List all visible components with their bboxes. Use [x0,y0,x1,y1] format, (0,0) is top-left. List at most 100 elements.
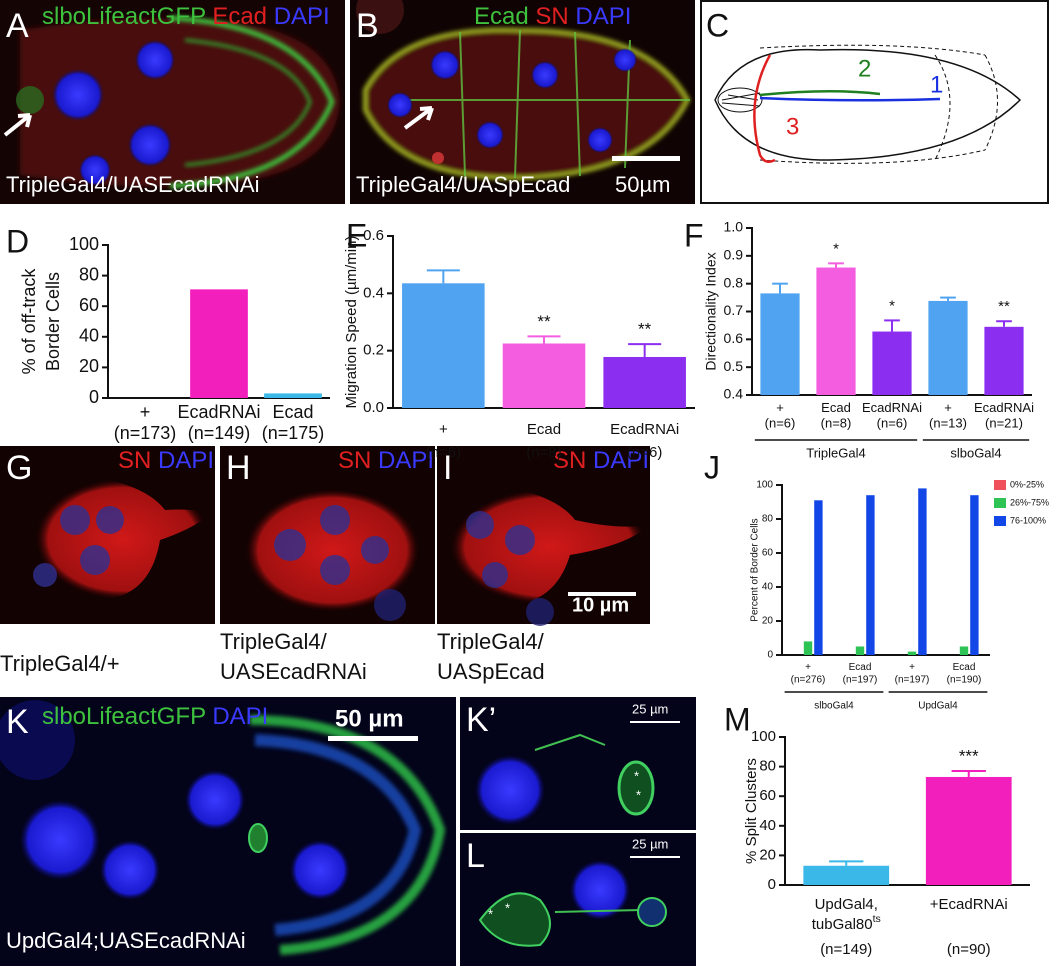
significance: ** [998,298,1010,315]
x-tick-label: Ecad [527,421,561,438]
y-tick-label: 100 [69,234,99,254]
y-tick-label: 60 [762,548,774,559]
y-tick-label: 0.0 [363,399,384,416]
stain: DAPI [575,3,631,30]
category: Ecad [272,402,313,422]
n-label: (n=6) [627,444,662,461]
panel-letter: C [706,7,729,43]
genotype: TripleGal4/ [437,629,545,654]
stain: slboLifeactGFP [42,703,206,730]
category: +EcadRNAi [930,896,1008,913]
x-tick-label: EcadRNAi [974,400,1034,415]
scale-label: 50 µm [335,705,404,732]
stain-label: SN DAPI [338,447,434,474]
x-tick-label: Ecad [849,662,872,673]
category: UpdGal4, [815,896,878,913]
stain-label: SN DAPI [553,447,649,474]
y-tick-label: 0 [89,387,99,407]
category: tubGal80 [812,916,873,933]
n-label: (n=149) [820,941,872,958]
bar [402,283,485,408]
n-label: (n=175) [262,423,325,443]
y-tick-label: 40 [762,582,774,593]
y-tick-label: 0 [768,876,776,893]
category: + [140,402,151,422]
y-tick-label: 0.6 [724,330,744,346]
stain: Ecad [212,3,267,30]
group-label: TripleGal4 [806,445,865,460]
marker: * [488,906,493,921]
significance: * [889,297,895,314]
category: EcadRNAi [862,400,922,415]
category: + [776,400,784,415]
scale-label: 10 µm [572,594,629,616]
scale-label: 25 µm [632,701,668,716]
marker: * [505,900,510,915]
bar [907,651,917,655]
y-tick-label: 80 [79,264,99,284]
n-label: (n=197) [843,675,878,686]
x-tick-label: + [909,662,915,673]
genotype: UASEcadRNAi [220,659,367,684]
category: Ecad [849,662,872,673]
legend-swatch [994,498,1006,508]
y-axis-label: Directionality Index [703,252,719,370]
legend-label: 76-100% [1010,515,1046,525]
panel-letter: J [704,449,720,485]
y-tick-label: 0.4 [363,284,384,301]
track-label: 3 [786,113,799,140]
panel-letter: F [684,217,704,253]
genotype: TripleGal4/UASEcadRNAi [6,172,260,197]
y-tick-label: 80 [762,514,774,525]
bar [918,488,927,655]
x-tick-label: Ecad [272,402,313,422]
significance: *** [959,747,979,766]
bar [970,495,979,655]
y-tick-label: 20 [762,616,774,627]
genotype: UpdGal4;UASEcadRNAi [6,928,246,953]
x-tick-label: + [439,421,448,438]
category: EcadRNAi [974,400,1034,415]
bar [190,289,248,398]
superscript: ts [873,913,881,925]
bar [264,393,322,398]
x-tick-label: UpdGal4, [815,896,878,913]
image-k [0,697,456,966]
y-tick-label: 0.5 [724,358,744,374]
bar [984,326,1024,395]
n-label: (n=90) [947,941,991,958]
y-tick-label: 60 [759,787,776,804]
bar [866,495,875,655]
stain: DAPI [158,447,214,474]
y-axis-label: Migration Speed (µm/min) [343,236,360,409]
category: Ecad [953,662,976,673]
legend-label: 0%-25% [1010,479,1044,489]
marker: * [636,787,641,802]
y-tick-label: 80 [759,758,776,775]
y-tick-label: 0.6 [363,227,384,244]
y-tick-label: 0.2 [363,342,384,359]
genotype: UASpEcad [437,659,545,684]
panel-letter: M [724,701,751,737]
category: + [944,400,952,415]
stain: DAPI [274,3,330,30]
category: EcadRNAi [610,421,679,438]
image-l [460,833,696,966]
y-tick-label: 20 [759,846,776,863]
n-label: (n=6) [765,415,796,430]
bar [855,646,865,655]
panel-letter: D [6,223,29,259]
stain: SN [338,447,371,474]
n-label: (n=8) [821,415,852,430]
bar [816,267,856,395]
n-label: (n=21) [985,415,1023,430]
y-tick-label: 20 [79,356,99,376]
n-label: (n=190) [947,675,982,686]
image-a [0,0,345,204]
stain: SN [553,447,586,474]
x-tick-label: Ecad [821,400,851,415]
stain-label: slboLifeactGFP DAPI [42,703,268,730]
bar [925,776,1012,885]
category: + [909,662,915,673]
bar [803,641,813,655]
